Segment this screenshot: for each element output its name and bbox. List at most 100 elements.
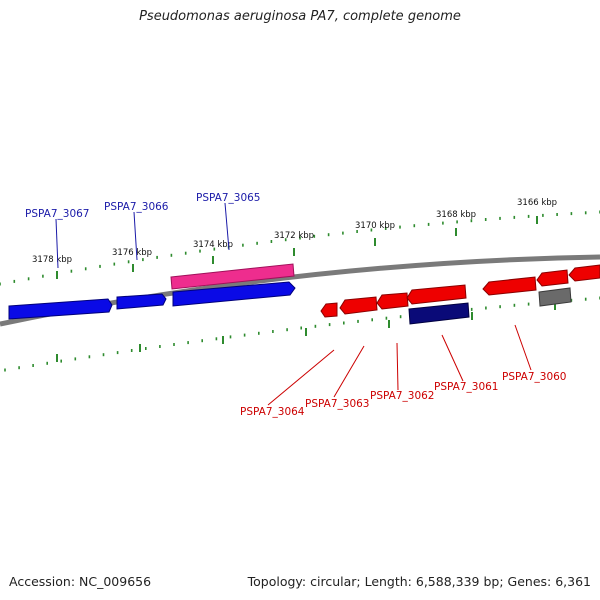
- minor-tick: [370, 228, 373, 232]
- minor-tick: [584, 297, 587, 301]
- minor-tick: [299, 236, 301, 240]
- minor-tick: [327, 233, 330, 237]
- gene-arrow-pink[interactable]: [170, 263, 295, 290]
- gene-arrow-PSPA7_3064[interactable]: [320, 302, 338, 318]
- gene-block-grey[interactable]: [538, 287, 572, 307]
- gene-label-PSPA7_3063[interactable]: PSPA7_3063: [305, 398, 370, 410]
- tick-label-3174: 3174 kbp: [193, 240, 233, 250]
- gene-arrow-PSPA7_3060[interactable]: [482, 276, 537, 296]
- minor-tick: [113, 262, 116, 266]
- tick-label-3176: 3176 kbp: [112, 248, 152, 258]
- minor-tick: [470, 219, 473, 223]
- gene-arrow-PSPA7_3067[interactable]: [8, 298, 113, 320]
- major-tick-3170: [374, 238, 376, 246]
- gene-label-PSPA7_3066[interactable]: PSPA7_3066: [104, 201, 169, 213]
- minor-tick: [399, 225, 401, 229]
- minor-tick: [456, 220, 458, 224]
- minor-tick: [0, 282, 1, 286]
- minor-tick: [570, 212, 573, 216]
- minor-tick: [570, 298, 573, 302]
- major-tick-3166: [536, 216, 538, 224]
- major-tick-inner: [56, 354, 58, 362]
- minor-tick: [116, 351, 119, 355]
- minor-tick: [258, 331, 260, 335]
- tick-label-3172: 3172 kbp: [274, 231, 314, 241]
- minor-tick: [42, 274, 44, 278]
- minor-tick: [270, 240, 273, 243]
- gene-label-PSPA7_3062[interactable]: PSPA7_3062: [370, 390, 435, 402]
- minor-tick: [527, 214, 530, 218]
- minor-tick: [173, 343, 175, 346]
- minor-tick: [130, 349, 133, 352]
- gene-arrow-PSPA7_3065[interactable]: [172, 281, 296, 307]
- minor-tick: [159, 345, 161, 348]
- minor-tick: [356, 230, 358, 233]
- topology-summary: Topology: circular; Length: 6,588,339 bp…: [247, 574, 591, 589]
- minor-tick: [542, 213, 544, 217]
- minor-tick: [371, 318, 373, 322]
- minor-tick: [470, 307, 473, 311]
- minor-tick: [4, 368, 6, 372]
- gene-label-PSPA7_3065[interactable]: PSPA7_3065: [196, 192, 261, 204]
- minor-tick: [357, 319, 359, 323]
- minor-tick: [385, 316, 388, 320]
- minor-tick: [427, 222, 430, 226]
- gene-callout-lines: [55, 202, 532, 406]
- minor-tick: [99, 264, 101, 268]
- minor-tick: [187, 341, 189, 345]
- gene-arrow-PSPA7_3063[interactable]: [339, 296, 378, 315]
- gene-name-labels: PSPA7_3067 PSPA7_3066 PSPA7_3065 PSPA7_3…: [25, 192, 567, 418]
- gene-arrow-red-edge[interactable]: [568, 264, 600, 282]
- minor-tick: [413, 224, 416, 228]
- gene-label-PSPA7_3061[interactable]: PSPA7_3061: [434, 381, 499, 393]
- gene-label-PSPA7_3067[interactable]: PSPA7_3067: [25, 208, 90, 220]
- minor-tick: [328, 323, 331, 327]
- tick-label-3166: 3166 kbp: [517, 198, 557, 208]
- major-tick-3172: [293, 248, 295, 256]
- major-tick-inner: [388, 320, 390, 328]
- minor-tick: [484, 218, 487, 221]
- minor-tick: [84, 267, 87, 271]
- major-tick-inner: [222, 336, 224, 344]
- minor-tick: [256, 241, 258, 245]
- gene-label-PSPA7_3060[interactable]: PSPA7_3060: [502, 371, 567, 383]
- minor-tick: [102, 353, 105, 357]
- minor-tick: [399, 315, 402, 319]
- gene-arrow-PSPA7_3061[interactable]: [406, 284, 467, 305]
- minor-tick: [199, 249, 201, 253]
- minor-tick: [145, 347, 147, 350]
- gene-arrow-PSPA7_3066[interactable]: [116, 293, 167, 310]
- major-tick-inner: [305, 328, 307, 336]
- minor-tick: [343, 321, 345, 325]
- callout-line-3060: [514, 324, 532, 371]
- gene-arrow-navy[interactable]: [408, 302, 470, 325]
- tick-label-3178: 3178 kbp: [32, 255, 72, 265]
- minor-tick: [527, 302, 530, 306]
- forward-strand-genes: [8, 263, 296, 320]
- minor-tick: [70, 269, 73, 273]
- minor-tick: [243, 333, 246, 337]
- outer-tick-row: [0, 210, 600, 286]
- major-tick-inner: [139, 344, 141, 352]
- callout-line-3065: [224, 202, 230, 251]
- major-tick-3168: [455, 228, 457, 236]
- minor-tick: [156, 255, 158, 259]
- minor-tick: [213, 247, 216, 251]
- tick-label-3168: 3168 kbp: [436, 210, 476, 220]
- minor-tick: [242, 243, 244, 247]
- callout-line-3062: [396, 342, 399, 391]
- gene-label-PSPA7_3064[interactable]: PSPA7_3064: [240, 406, 305, 418]
- gene-arrow-red-small[interactable]: [536, 269, 569, 287]
- minor-tick: [314, 324, 317, 328]
- major-tick-3176: [132, 264, 134, 272]
- reverse-strand-genes: [320, 264, 600, 325]
- callout-line-3064: [267, 349, 335, 406]
- accession-text: Accession: NC_009656: [9, 574, 152, 589]
- minor-tick: [286, 328, 288, 332]
- gene-arrow-PSPA7_3062[interactable]: [376, 292, 409, 310]
- minor-tick: [513, 303, 516, 307]
- minor-tick: [201, 339, 203, 343]
- minor-tick: [32, 364, 34, 367]
- minor-tick: [60, 359, 62, 363]
